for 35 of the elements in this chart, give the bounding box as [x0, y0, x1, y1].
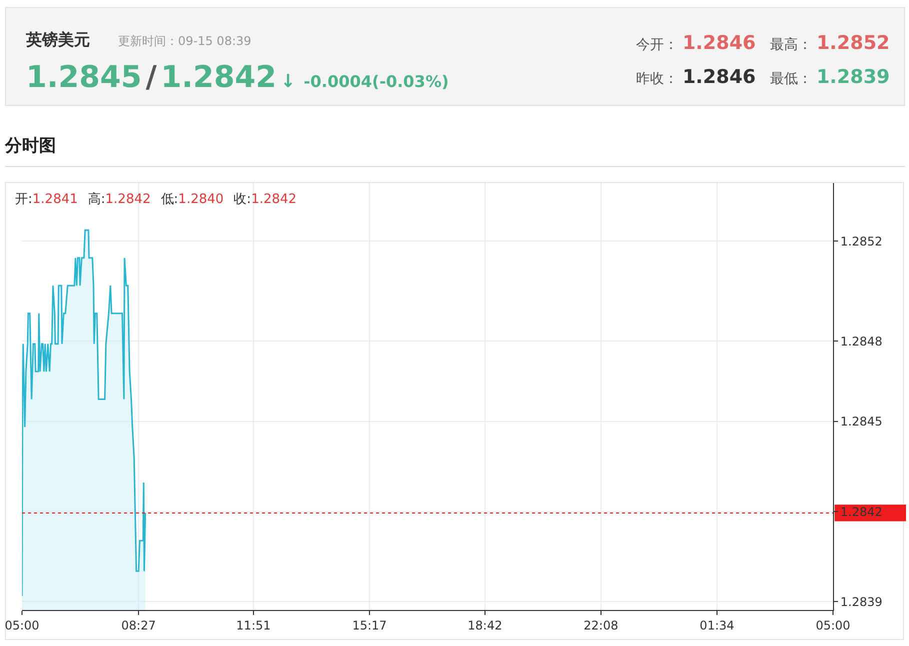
- annotation: 高:: [88, 192, 106, 207]
- y-tick-label: 1.2848: [840, 334, 882, 348]
- x-tick-label: 15:17: [352, 618, 387, 632]
- x-tick-label: 05:00: [4, 618, 40, 632]
- x-tick-label: 22:08: [584, 618, 618, 632]
- text: 今开：: [636, 37, 678, 53]
- text: 1.2846: [682, 32, 756, 54]
- text: 1.2842: [160, 60, 277, 95]
- text: 更新时间：09-15 08:39: [118, 33, 252, 50]
- text: 最高：: [770, 37, 812, 53]
- text: /: [146, 60, 157, 95]
- x-tick-label: 11:51: [236, 618, 271, 632]
- y-tick-label: 1.2845: [840, 414, 882, 429]
- annotation: 1.2840: [178, 192, 224, 207]
- text: 1.2846: [682, 66, 756, 88]
- chart-title: 分时图: [5, 135, 56, 157]
- x-tick-label: 18:42: [468, 618, 502, 632]
- annotation: 1.2842: [105, 192, 151, 207]
- text: 英镑美元: [26, 30, 90, 51]
- y-tick-label: 1.2842: [840, 504, 882, 519]
- annotation: 低:: [160, 192, 178, 207]
- y-tick-label: 1.2839: [840, 594, 882, 609]
- y-tick-label: 1.2852: [840, 234, 882, 248]
- text: -0.0004(-0.03%): [304, 72, 449, 91]
- annotation: 收:: [234, 192, 252, 207]
- text: 昨收：: [636, 71, 678, 87]
- text: ↓: [280, 71, 296, 92]
- x-tick-label: 01:34: [700, 618, 734, 632]
- x-tick-label: 05:00: [816, 618, 850, 632]
- annotation: 1.2842: [251, 192, 297, 207]
- text: 1.2845: [26, 60, 142, 95]
- x-tick-label: 08:27: [121, 618, 156, 632]
- annotation: 开:: [15, 192, 32, 207]
- text: 最低：: [770, 71, 812, 87]
- annotation: 1.2841: [32, 192, 78, 207]
